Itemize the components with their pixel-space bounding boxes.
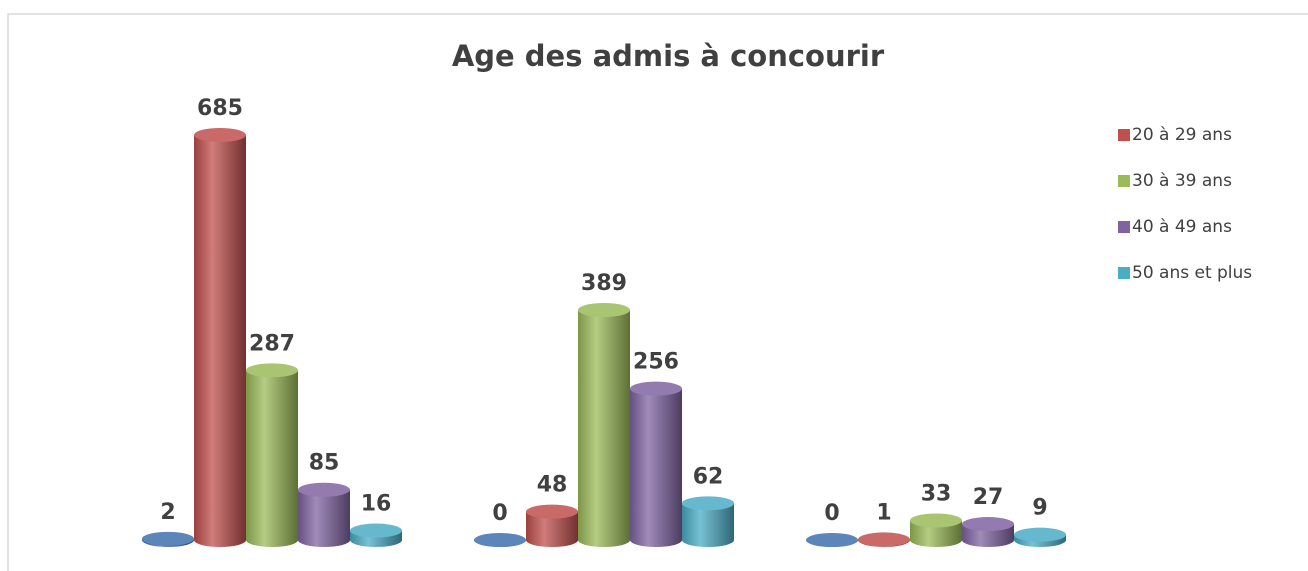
cylinder bbox=[526, 511, 578, 547]
data-label: 85 bbox=[309, 451, 340, 476]
cylinder bbox=[682, 503, 734, 547]
data-label: 16 bbox=[361, 492, 392, 517]
data-label: 256 bbox=[633, 350, 679, 375]
cylinder-top bbox=[298, 482, 350, 497]
chart-border bbox=[7, 13, 1308, 571]
cylinder bbox=[194, 135, 246, 547]
cylinder-top bbox=[858, 532, 910, 547]
data-label: 62 bbox=[693, 464, 724, 489]
cylinder-top bbox=[474, 533, 526, 547]
legend-label: 20 à 29 ans bbox=[1132, 125, 1232, 145]
legend-label: 50 ans et plus bbox=[1132, 263, 1252, 283]
data-label: 0 bbox=[492, 501, 507, 526]
legend-label: 30 à 39 ans bbox=[1132, 171, 1232, 191]
cylinder bbox=[298, 489, 350, 547]
cylinder-top bbox=[1014, 527, 1066, 542]
cylinder bbox=[578, 310, 630, 547]
data-label: 2 bbox=[160, 500, 175, 525]
data-label: 685 bbox=[197, 96, 243, 121]
cylinder-top bbox=[578, 303, 630, 318]
data-label: 0 bbox=[824, 501, 839, 526]
data-label: 1 bbox=[876, 500, 891, 525]
data-label: 9 bbox=[1032, 496, 1047, 521]
data-label: 27 bbox=[973, 485, 1004, 510]
cylinder-top bbox=[194, 128, 246, 142]
data-label: 48 bbox=[537, 473, 568, 498]
cylinder-top bbox=[806, 533, 858, 547]
cylinder bbox=[910, 520, 962, 547]
cylinder-top bbox=[910, 513, 962, 528]
cylinder-top bbox=[630, 381, 682, 396]
cylinder-top bbox=[682, 496, 734, 511]
cylinder-top bbox=[526, 504, 578, 519]
cylinder-top bbox=[962, 517, 1014, 532]
legend-swatch bbox=[1118, 175, 1130, 187]
cylinder-top bbox=[350, 523, 402, 538]
data-label: 287 bbox=[249, 331, 295, 356]
legend-swatch bbox=[1118, 129, 1130, 141]
cylinder bbox=[630, 388, 682, 547]
chart-title: Age des admis à concourir bbox=[452, 39, 885, 73]
cylinder-top bbox=[246, 363, 298, 378]
legend-swatch bbox=[1118, 221, 1130, 233]
data-label: 33 bbox=[921, 481, 952, 506]
legend-swatch bbox=[1118, 267, 1130, 279]
cylinder bbox=[246, 370, 298, 547]
cylinder-top bbox=[142, 531, 194, 546]
data-label: 389 bbox=[581, 271, 627, 296]
legend-label: 40 à 49 ans bbox=[1132, 217, 1232, 237]
